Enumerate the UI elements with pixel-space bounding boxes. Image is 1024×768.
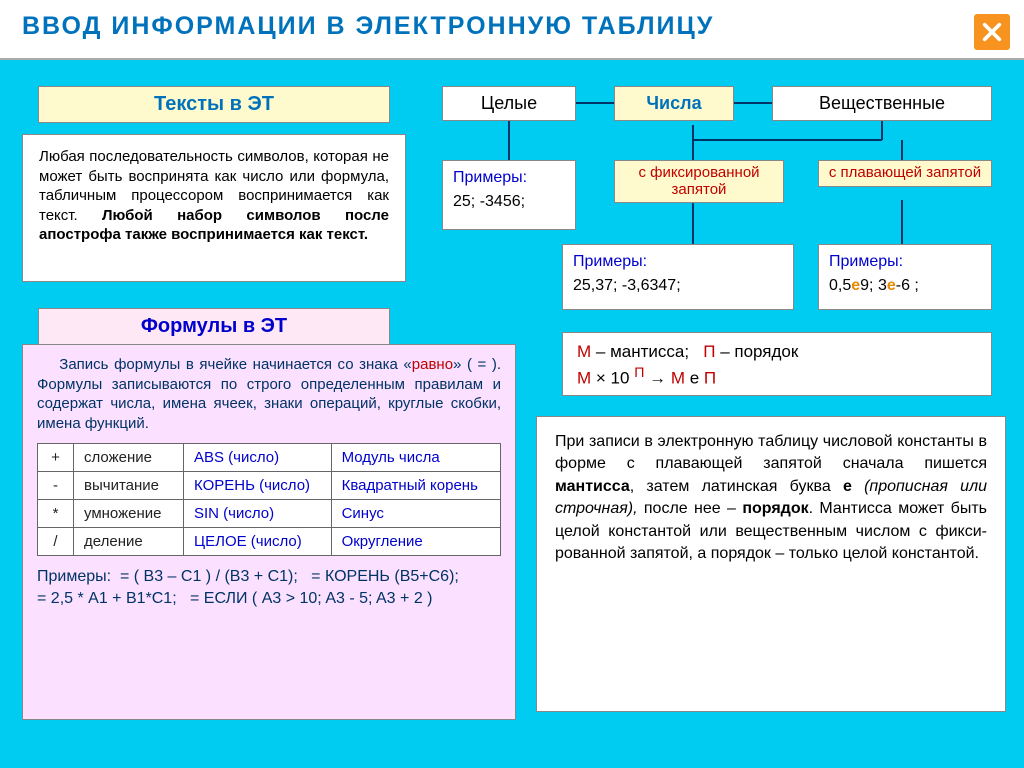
reals-header: Вещественные [772, 86, 992, 121]
mant-fm: М [577, 369, 591, 388]
formula-ex1: = ( B3 – C1 ) / (B3 + C1); [120, 568, 298, 585]
float-e1: е [851, 277, 860, 294]
formulas-header: Формулы в ЭТ [38, 308, 390, 345]
float-ex-values: 0,5е9; 3е-6 ; [829, 277, 981, 295]
numbers-header: Числа [614, 86, 734, 121]
mant-m: М [577, 342, 591, 361]
fn-name: КОРЕНЬ (число) [184, 472, 332, 500]
fn-name: SIN (число) [184, 500, 332, 528]
page-title: ВВОД ИНФОРМАЦИИ В ЭЛЕКТРОННУЮ ТАБЛИЦУ [22, 12, 714, 41]
mant-fp1: П [634, 365, 644, 381]
table-row: *умножениеSIN (число)Синус [38, 500, 501, 528]
op-name: сложение [74, 444, 184, 472]
float-v1: 9; 3 [860, 277, 887, 294]
fn-desc: Синус [331, 500, 500, 528]
formulas-body: Запись формулы в ячейке начинается со зн… [22, 344, 516, 720]
formula-examples: Примеры: = ( B3 – C1 ) / (B3 + C1); = КО… [37, 566, 501, 611]
op-sym: + [38, 444, 74, 472]
examples-label: Примеры: [453, 169, 565, 187]
equal-word: равно [412, 356, 453, 373]
formulas-text: Запись формулы в ячейке начинается со зн… [37, 355, 501, 433]
float-example: Примеры: 0,5е9; 3е-6 ; [818, 244, 992, 310]
examples-label: Примеры: [573, 253, 783, 271]
mantissa-box: М – мантисса; П – порядок М × 10 П → М е… [562, 332, 992, 396]
formula-ex4: = ЕСЛИ ( A3 > 10; A3 - 5; A3 + 2 ) [190, 590, 432, 607]
mant-arrow: → [644, 369, 670, 388]
examples-label: Примеры: [37, 568, 111, 585]
op-sym: / [38, 528, 74, 556]
mant-mid2: е [685, 369, 704, 388]
formula-ex2: = КОРЕНЬ (B5+C6); [311, 568, 459, 585]
integers-header: Целые [442, 86, 576, 121]
mant-fp2: П [704, 369, 716, 388]
mant-p: П [703, 342, 715, 361]
operations-table: +сложениеABS (число)Модуль числа -вычита… [37, 443, 501, 556]
op-name: деление [74, 528, 184, 556]
fn-name: ABS (число) [184, 444, 332, 472]
mant-m-lbl: – мантисса; [591, 342, 689, 361]
float-pre: 0,5 [829, 277, 851, 294]
float-e2: е [887, 277, 896, 294]
table-row: +сложениеABS (число)Модуль числа [38, 444, 501, 472]
fn-desc: Квадратный корень [331, 472, 500, 500]
examples-label: Примеры: [829, 253, 981, 271]
table-row: -вычитаниеКОРЕНЬ (число)Квадратный корен… [38, 472, 501, 500]
op-name: умножение [74, 500, 184, 528]
mant-mid1: × 10 [591, 369, 634, 388]
description-box: При записи в электронную таблицу числово… [536, 416, 1006, 712]
fixed-ex-values: 25,37; -3,6347; [573, 277, 783, 295]
fixed-point-header: с фиксированной запятой [614, 160, 784, 203]
float-v2: -6 ; [896, 277, 919, 294]
formula-pre: Запись формулы в ячейке начинается со зн… [59, 356, 411, 373]
fn-desc: Модуль числа [331, 444, 500, 472]
op-sym: * [38, 500, 74, 528]
formula-ex3: = 2,5 * A1 + B1*C1; [37, 590, 177, 607]
integers-example: Примеры: 25; -3456; [442, 160, 576, 230]
texts-body: Любая последовательность символов, котор… [22, 134, 406, 282]
fn-desc: Округление [331, 528, 500, 556]
op-sym: - [38, 472, 74, 500]
fixed-example: Примеры: 25,37; -3,6347; [562, 244, 794, 310]
floating-point-header: с плавающей запятой [818, 160, 992, 187]
table-row: /делениеЦЕЛОЕ (число)Округление [38, 528, 501, 556]
mant-fm2: М [671, 369, 685, 388]
close-button[interactable] [974, 14, 1010, 50]
mant-p-lbl: – порядок [715, 342, 798, 361]
fn-name: ЦЕЛОЕ (число) [184, 528, 332, 556]
int-ex-values: 25; -3456; [453, 193, 565, 211]
close-icon [981, 21, 1003, 43]
op-name: вычитание [74, 472, 184, 500]
texts-header: Тексты в ЭТ [38, 86, 390, 123]
